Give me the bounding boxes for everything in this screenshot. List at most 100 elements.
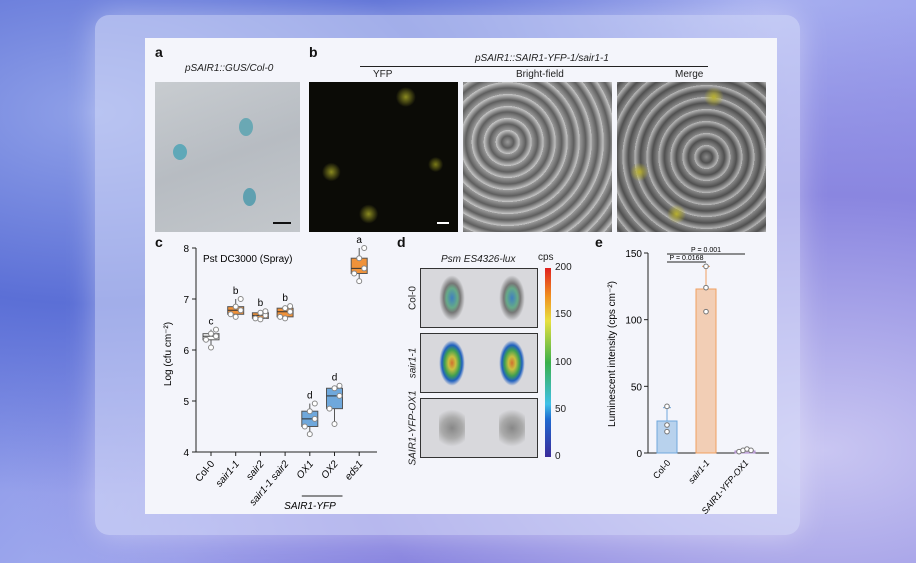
panel-d-label: d bbox=[397, 234, 406, 250]
data-point bbox=[331, 385, 338, 392]
panel-e-label: e bbox=[595, 234, 603, 250]
panel-d-title: Psm ES4326-lux bbox=[441, 254, 515, 265]
y-tick-label: 100 bbox=[625, 316, 642, 327]
data-point bbox=[664, 422, 670, 428]
data-point bbox=[336, 382, 343, 389]
luminescence-image bbox=[420, 398, 538, 458]
panel-a-label: a bbox=[155, 44, 163, 60]
data-point bbox=[703, 263, 709, 270]
data-point bbox=[213, 333, 219, 340]
significance-letter: a bbox=[356, 235, 362, 246]
data-point bbox=[356, 255, 363, 262]
data-point bbox=[232, 303, 239, 310]
data-point bbox=[208, 330, 214, 337]
y-tick-label: 0 bbox=[636, 449, 642, 460]
data-point bbox=[361, 265, 368, 272]
bar-chart: Luminescent intensity (cps cm⁻²) 0 50 100 1… bbox=[607, 247, 769, 514]
scale-bar bbox=[437, 222, 449, 224]
significance-letter: b bbox=[233, 286, 239, 297]
y-axis-label: Log (cfu cm⁻²) bbox=[163, 322, 174, 386]
y-tick-label: 7 bbox=[183, 295, 189, 306]
figure: a pSAIR1::GUS/Col-0 b pSAIR1::SAIR1-YFP-… bbox=[145, 38, 777, 514]
data-point bbox=[282, 305, 289, 312]
significance-letter: c bbox=[209, 317, 214, 328]
data-point bbox=[306, 408, 313, 415]
data-point bbox=[257, 316, 264, 323]
chart-title: Pst DC3000 (Spray) bbox=[203, 254, 292, 265]
data-point bbox=[351, 270, 358, 277]
x-tick-label: Col-0 bbox=[651, 458, 672, 481]
scale-bar bbox=[273, 222, 291, 224]
column-merge: Merge bbox=[675, 69, 704, 80]
colorbar-unit: cps bbox=[538, 252, 554, 263]
data-point bbox=[237, 296, 244, 302]
boxplot-chart: Pst DC3000 (Spray) Log (cfu cm⁻²) SAIR1-… bbox=[163, 235, 377, 512]
significance-letter: b bbox=[258, 298, 264, 309]
x-tick-label: OX1 bbox=[295, 459, 316, 481]
y-tick-label: 4 bbox=[183, 448, 189, 459]
panel-b-title: pSAIR1::SAIR1-YFP-1/sair1-1 bbox=[475, 53, 609, 64]
x-tick-label: sair1-1 bbox=[214, 459, 242, 489]
data-point bbox=[311, 415, 318, 422]
y-tick-label: 50 bbox=[631, 382, 643, 393]
column-yfp: YFP bbox=[373, 69, 393, 80]
data-point bbox=[326, 405, 333, 412]
data-point bbox=[287, 308, 294, 315]
group-label: SAIR1-YFP bbox=[284, 501, 336, 512]
panel-d-title-text: Psm ES4326-lux bbox=[441, 254, 516, 265]
title-rule bbox=[360, 66, 708, 67]
bright-field-micrograph bbox=[463, 82, 612, 232]
leaf-spot bbox=[499, 405, 525, 451]
y-axis-label: Luminescent intensity (cps cm⁻²) bbox=[607, 281, 618, 427]
data-point bbox=[252, 315, 259, 322]
gus-micrograph bbox=[155, 82, 300, 232]
significance-letter: b bbox=[282, 293, 288, 304]
data-point bbox=[203, 336, 209, 343]
merge-micrograph bbox=[617, 82, 766, 232]
x-tick-label: sair1-1 bbox=[686, 458, 711, 486]
data-point bbox=[287, 303, 294, 310]
data-point bbox=[361, 245, 368, 251]
data-point bbox=[306, 431, 313, 438]
data-point bbox=[301, 423, 308, 430]
data-point bbox=[748, 447, 754, 454]
data-point bbox=[277, 313, 284, 320]
colorbar-tick-label: 100 bbox=[555, 356, 572, 368]
data-point bbox=[311, 400, 318, 407]
data-point bbox=[664, 428, 670, 435]
data-point bbox=[262, 308, 269, 315]
significance-letter: d bbox=[332, 373, 338, 384]
p-value-label: P = 0.001 bbox=[691, 247, 721, 254]
data-point bbox=[213, 326, 219, 333]
yfp-micrograph bbox=[309, 82, 458, 232]
x-tick-label: sair2 bbox=[244, 459, 267, 483]
leaf-spot bbox=[439, 405, 465, 451]
luminescence-image bbox=[420, 268, 538, 328]
data-point bbox=[232, 313, 239, 320]
colorbar-tick-label: 200 bbox=[555, 262, 572, 273]
row-label: Col-0 bbox=[407, 286, 419, 310]
data-point bbox=[237, 307, 244, 314]
data-point bbox=[282, 315, 289, 322]
data-point bbox=[703, 308, 709, 315]
y-tick-label: 5 bbox=[183, 397, 189, 408]
p-value-label: P = 0.0168 bbox=[670, 255, 704, 262]
leaf-spot bbox=[439, 340, 465, 386]
row-label: SAIR1-YFP-OX1 bbox=[407, 390, 419, 466]
x-tick-label: eds1 bbox=[343, 459, 365, 483]
row-label: sair1-1 bbox=[407, 347, 419, 379]
data-point bbox=[356, 278, 363, 285]
y-tick-label: 6 bbox=[183, 346, 189, 357]
data-point bbox=[257, 309, 264, 316]
data-point bbox=[703, 284, 709, 291]
leaf-spot bbox=[499, 275, 525, 321]
y-tick-label: 150 bbox=[625, 249, 642, 260]
column-bright-field: Bright-field bbox=[516, 69, 564, 80]
leaf-spot bbox=[499, 340, 525, 386]
luminescence-image bbox=[420, 333, 538, 393]
colorbar bbox=[545, 268, 551, 457]
data-point bbox=[208, 344, 214, 351]
colorbar-tick-label: 150 bbox=[555, 309, 572, 321]
y-tick-label: 8 bbox=[183, 244, 189, 255]
significance-letter: d bbox=[307, 391, 313, 402]
